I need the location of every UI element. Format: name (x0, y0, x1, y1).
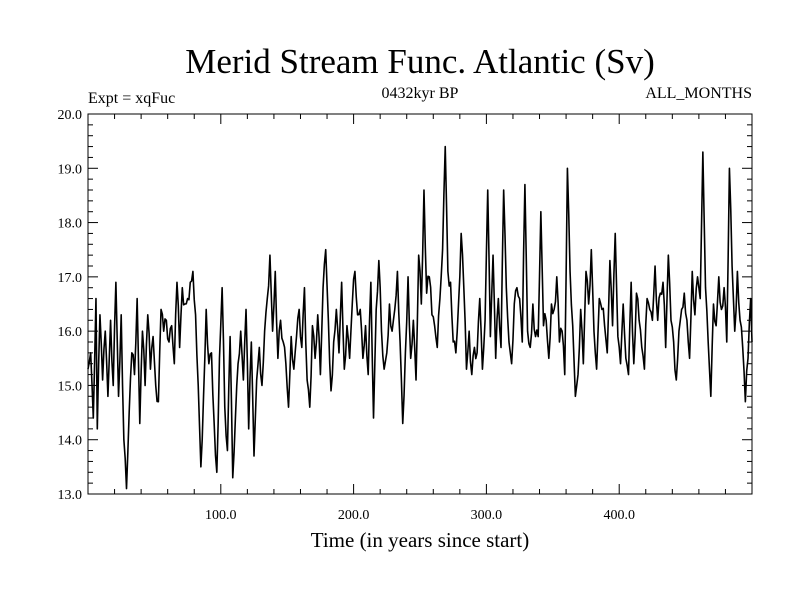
chart-title: Merid Stream Func. Atlantic (Sv) (185, 42, 655, 81)
x-tick-label: 200.0 (338, 508, 370, 523)
y-tick-label: 20.0 (58, 108, 83, 123)
msf-time-series-line (87, 145, 753, 490)
x-tick-label: 400.0 (603, 508, 635, 523)
x-tick-label: 300.0 (471, 508, 503, 523)
x-tick-label: 100.0 (205, 508, 237, 523)
y-tick-label: 15.0 (58, 379, 83, 394)
chart-subtitle: 0432kyr BP (382, 85, 459, 102)
experiment-label: Expt = xqFuc (88, 90, 175, 107)
y-tick-label: 16.0 (58, 325, 83, 340)
x-axis-label: Time (in years since start) (311, 528, 530, 552)
y-tick-label: 17.0 (58, 271, 83, 286)
y-tick-label: 14.0 (58, 434, 83, 449)
y-tick-label: 13.0 (58, 488, 83, 503)
plot-frame (87, 113, 753, 495)
y-tick-label: 18.0 (58, 217, 83, 232)
y-tick-label: 19.0 (58, 162, 83, 177)
months-label: ALL_MONTHS (645, 85, 752, 102)
